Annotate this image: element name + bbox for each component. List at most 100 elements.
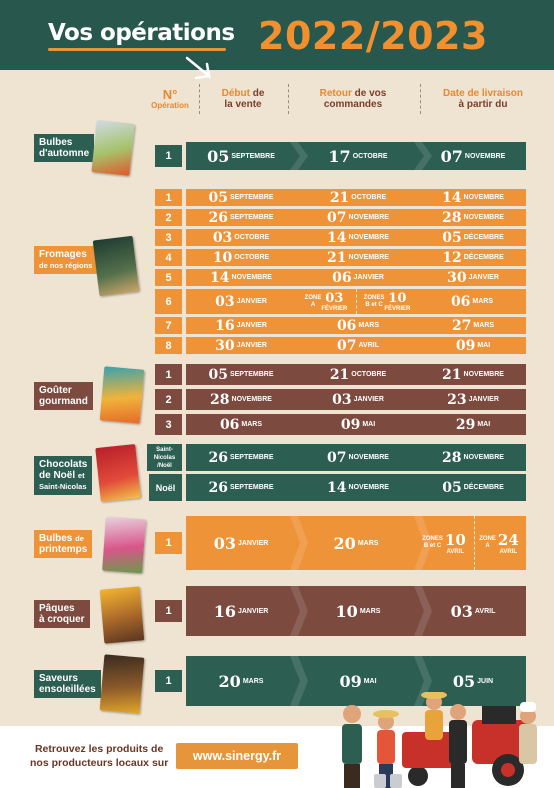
date-day: 14 — [327, 229, 347, 246]
date-day: 30 — [447, 269, 467, 286]
date-cell: 05 SEPTEMBRE — [186, 142, 296, 170]
zone-label: ZONE A — [479, 536, 496, 550]
date-cell: 06 MARS — [296, 317, 420, 334]
col-livraison-2: à partir du — [458, 99, 508, 110]
date-day: 07 — [327, 449, 347, 466]
date-month: MARS — [358, 322, 380, 329]
date-day: 14 — [442, 189, 462, 206]
date-day: 05 — [442, 479, 462, 496]
operation-number: 4 — [155, 249, 182, 266]
date-cell: 05 SEPTEMBRE — [186, 364, 296, 385]
date-day: 05 — [208, 366, 228, 383]
product-paques: Pâques à croquer — [34, 600, 90, 628]
title-underline — [48, 48, 226, 51]
footer-url-link[interactable]: www.sinergy.fr — [176, 743, 298, 769]
date-day: 16 — [213, 601, 236, 621]
date-month: MAI — [477, 421, 491, 428]
operation-number-line: Saint- — [156, 446, 173, 453]
date-day: 03 — [213, 533, 236, 553]
date-day: 21 — [329, 189, 350, 206]
date-day: 03 — [215, 293, 235, 310]
date-month: NOVEMBRE — [231, 274, 272, 281]
date-month: NOVEMBRE — [463, 371, 504, 378]
schedule-row-c1: 26 SEPTEMBRE 07 NOVEMBRE 28 NOVEMBRE — [186, 444, 526, 471]
date-month: NOVEMBRE — [348, 484, 389, 491]
catalog-image-bulbes-printemps — [102, 516, 146, 574]
product-bulbes-printemps: Bulbes de printemps — [34, 530, 93, 558]
zone-label: ZONE A — [305, 295, 322, 309]
schedule-row-g2: 28 NOVEMBRE 03 JANVIER 23 JANVIER — [186, 389, 526, 410]
farmers-illustration — [342, 692, 537, 788]
catalog-image-saveurs — [99, 654, 145, 714]
chalkboard-arrow-icon — [185, 56, 211, 80]
col-debut-1: Début — [221, 88, 250, 99]
prod-line: de — [75, 534, 84, 543]
date-day: 10 — [335, 601, 358, 621]
schedule-row-f6: 03 JANVIER ZONE A 03 FÉVRIER ZONES B et C 10 FÉVR… — [186, 289, 526, 314]
col-livraison-1: Date de livraison — [442, 88, 524, 99]
col-operation-label: Opération — [151, 101, 189, 110]
date-month: OCTOBRE — [234, 234, 270, 241]
catalog-image-bulbes-automne — [91, 120, 135, 176]
col-operation-no: N° — [162, 87, 178, 102]
date-month: NOVEMBRE — [463, 454, 504, 461]
zone-date: 24 AVRIL — [496, 531, 521, 556]
col-header-retour: Retour de vos commandes — [292, 88, 414, 110]
date-day: 05 — [207, 146, 230, 166]
chevron-shape — [290, 586, 308, 636]
date-month: MARS — [242, 677, 264, 685]
date-month: JUIN — [477, 677, 494, 685]
date-month: NOVEMBRE — [463, 214, 504, 221]
operation-number: Saint- Nicolas/Noël — [147, 444, 182, 471]
col-divider — [199, 84, 200, 114]
prod-line: gourmand — [39, 396, 88, 407]
date-month: MARS — [357, 539, 379, 547]
operation-number: Noël — [149, 474, 182, 501]
date-day: 07 — [440, 146, 463, 166]
zone-label-1: ZONES — [422, 536, 443, 542]
date-month: DÉCEMBRE — [463, 484, 504, 491]
schedule-row-bp1: 03 JANVIER 20 MARS ZONES B et C 10 AVRIL ZONE A 24… — [186, 516, 526, 570]
zone-label: ZONES B et C — [422, 536, 443, 550]
date-cell: 03 AVRIL — [420, 586, 526, 636]
operation-number-line: Nicolas — [153, 454, 176, 461]
date-day: 28 — [442, 449, 462, 466]
date-cell: 09 MAI — [296, 414, 420, 435]
date-cell: 14 NOVEMBRE — [420, 189, 526, 206]
date-cell: 30 JANVIER — [186, 337, 296, 354]
date-month: MAI — [477, 342, 491, 349]
date-day: 28 — [442, 209, 462, 226]
operation-number: 8 — [155, 337, 182, 354]
date-day: 05 — [442, 229, 462, 246]
date-month: JANVIER — [237, 539, 269, 547]
date-month: JANVIER — [237, 607, 269, 615]
date-month: AVRIL — [358, 342, 379, 349]
schedule-row-f1: 05 SEPTEMBRE 21 OCTOBRE 14 NOVEMBRE — [186, 189, 526, 206]
page-title: Vos opérations — [48, 20, 235, 46]
zone-label-1: ZONES — [363, 294, 385, 301]
prod-line: Bulbes — [39, 533, 73, 544]
date-cell: 28 NOVEMBRE — [420, 209, 526, 226]
date-cell: 23 JANVIER — [420, 389, 526, 410]
zone-label-2: A — [485, 543, 490, 549]
zone-label: ZONES B et C — [364, 295, 385, 309]
date-cell: 16 JANVIER — [186, 586, 296, 636]
date-day: 28 — [210, 391, 230, 408]
date-day: 26 — [208, 209, 228, 226]
product-bulbes-automne: Bulbes d'automne — [34, 134, 95, 162]
date-cell: 17 OCTOBRE — [296, 142, 420, 170]
schedule-row-p1: 16 JANVIER 10 MARS 03 AVRIL — [186, 586, 526, 636]
chevron-separators — [290, 516, 432, 570]
date-cell: 07 NOVEMBRE — [296, 209, 420, 226]
date-month: FÉVRIER — [321, 305, 348, 312]
col-header-operation: N° Opération — [145, 88, 195, 110]
date-month: JANVIER — [236, 298, 267, 305]
col-debut-2: de — [252, 88, 265, 99]
schedule-row-f7: 16 JANVIER 06 MARS 27 MARS — [186, 317, 526, 334]
col-header-livraison: Date de livraison à partir du — [424, 88, 542, 110]
date-month: MARS — [473, 322, 495, 329]
date-cell: 10 MARS — [296, 586, 420, 636]
date-day: 17 — [328, 146, 351, 166]
date-day: 03 — [212, 229, 233, 246]
date-day: 09 — [339, 671, 362, 691]
